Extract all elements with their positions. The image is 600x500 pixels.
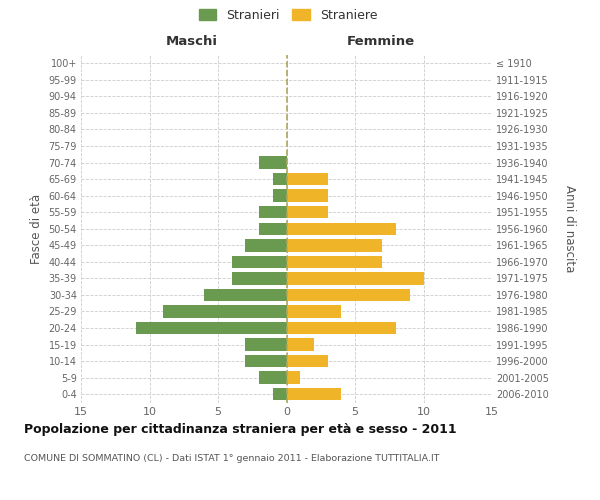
Text: Popolazione per cittadinanza straniera per età e sesso - 2011: Popolazione per cittadinanza straniera p…: [24, 422, 457, 436]
Bar: [287, 222, 396, 235]
Bar: [205, 288, 287, 301]
Y-axis label: Fasce di età: Fasce di età: [30, 194, 43, 264]
Bar: [287, 206, 328, 218]
Bar: [273, 190, 287, 202]
Bar: [287, 355, 328, 368]
Bar: [287, 306, 341, 318]
Bar: [287, 190, 328, 202]
Bar: [232, 272, 287, 284]
Bar: [287, 272, 424, 284]
Bar: [273, 173, 287, 186]
Legend: Stranieri, Straniere: Stranieri, Straniere: [196, 6, 380, 24]
Bar: [245, 338, 287, 351]
Y-axis label: Anni di nascita: Anni di nascita: [563, 185, 576, 272]
Bar: [287, 372, 300, 384]
Bar: [273, 388, 287, 400]
Bar: [287, 322, 396, 334]
Bar: [259, 156, 287, 169]
Bar: [287, 173, 328, 186]
Text: COMUNE DI SOMMATINO (CL) - Dati ISTAT 1° gennaio 2011 - Elaborazione TUTTITALIA.: COMUNE DI SOMMATINO (CL) - Dati ISTAT 1°…: [24, 454, 439, 463]
Text: Maschi: Maschi: [166, 35, 218, 48]
Bar: [232, 256, 287, 268]
Bar: [287, 239, 382, 252]
Bar: [163, 306, 287, 318]
Bar: [245, 355, 287, 368]
Bar: [287, 388, 341, 400]
Bar: [259, 206, 287, 218]
Bar: [287, 288, 410, 301]
Bar: [136, 322, 287, 334]
Bar: [259, 222, 287, 235]
Bar: [287, 256, 382, 268]
Bar: [287, 338, 314, 351]
Bar: [245, 239, 287, 252]
Text: Femmine: Femmine: [347, 35, 415, 48]
Bar: [259, 372, 287, 384]
